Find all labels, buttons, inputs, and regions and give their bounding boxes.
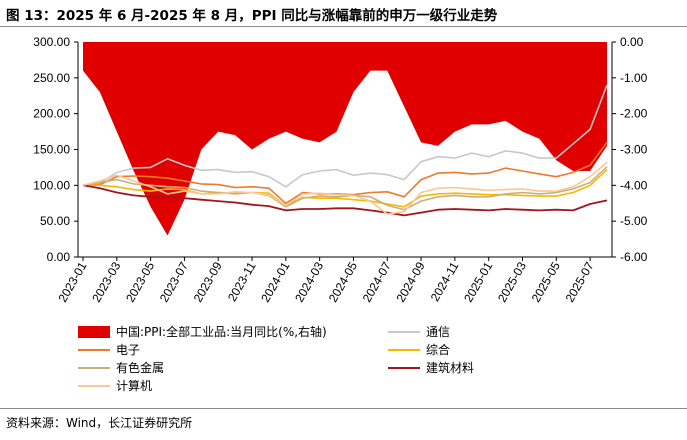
line-chart: 0.00 50.00 100.00 150.00 200.00 250.00 300.00 0… (33, 35, 648, 393)
ppi-area (83, 42, 607, 236)
right-tick-label: -2.00 (620, 107, 648, 121)
legend-label: 有色金属 (116, 360, 164, 375)
x-tick-label: 2023-07 (157, 259, 191, 304)
source-divider (0, 408, 687, 409)
x-tick-label: 2023-05 (123, 259, 157, 304)
x-tick-label: 2025-03 (495, 259, 529, 304)
legend-label: 通信 (426, 325, 450, 339)
legend-item-建筑材料: 建筑材料 (388, 360, 474, 375)
left-tick-label: 300.00 (33, 35, 70, 49)
right-tick-label: -6.00 (620, 250, 648, 264)
x-tick-label: 2024-03 (292, 259, 326, 304)
series-line-计算机 (82, 161, 608, 215)
x-tick-label: 2024-07 (360, 259, 394, 304)
series-line-有色金属 (82, 166, 608, 211)
series-line-建筑材料 (82, 184, 608, 217)
legend-item-电子: 电子 (78, 343, 140, 357)
series-line-通信 (82, 84, 608, 188)
legend-label: 中国:PPI:全部工业品:当月同比(%,右轴) (116, 324, 327, 339)
right-tick-label: -3.00 (620, 143, 648, 157)
legend-swatch-area (78, 326, 110, 338)
left-tick-label: 50.00 (40, 214, 70, 228)
x-tick-label: 2023-01 (55, 259, 89, 304)
x-tick-label: 2025-07 (563, 259, 597, 304)
left-tick-label: 150.00 (33, 143, 70, 157)
x-tick-label: 2023-09 (191, 259, 225, 304)
legend-item-综合: 综合 (388, 342, 450, 357)
right-tick-label: 0.00 (620, 35, 644, 49)
left-tick-label: 250.00 (33, 71, 70, 85)
right-tick-label: -4.00 (620, 178, 648, 192)
left-tick-label: 200.00 (33, 107, 70, 121)
x-tick-label: 2023-11 (225, 259, 259, 304)
figure-title: 图 13：2025 年 6 月-2025 年 8 月，PPI 同比与涨幅靠前的申… (6, 8, 498, 24)
left-tick-label: 100.00 (33, 178, 70, 192)
legend-item-中国-PPI-全部工业品-当月同比-右轴-: 中国:PPI:全部工业品:当月同比(%,右轴) (78, 324, 327, 339)
x-tick-label: 2024-11 (428, 259, 462, 304)
x-tick-label: 2025-05 (529, 259, 563, 304)
legend-label: 建筑材料 (426, 360, 474, 375)
x-tick-label: 2025-01 (461, 259, 495, 304)
x-tick-label: 2024-09 (394, 259, 428, 304)
right-tick-label: -5.00 (620, 214, 648, 228)
legend-label: 计算机 (116, 378, 152, 393)
legend-label: 电子 (116, 343, 140, 357)
series-line-综合 (83, 169, 608, 208)
legend-label: 综合 (426, 342, 450, 357)
x-tick-label: 2024-01 (258, 259, 292, 304)
legend-item-有色金属: 有色金属 (78, 360, 164, 375)
title-divider (0, 26, 687, 27)
source-note: 资料来源：Wind，长江证券研究所 (6, 416, 193, 430)
legend-item-计算机: 计算机 (78, 378, 152, 393)
right-tick-label: -1.00 (620, 71, 648, 85)
x-tick-label: 2024-05 (326, 259, 360, 304)
ppi-area-layer (83, 42, 607, 236)
industry-lines-layer (82, 84, 608, 217)
legend-item-通信: 通信 (388, 325, 450, 339)
x-tick-label: 2023-03 (89, 259, 123, 304)
left-tick-label: 0.00 (47, 250, 71, 264)
